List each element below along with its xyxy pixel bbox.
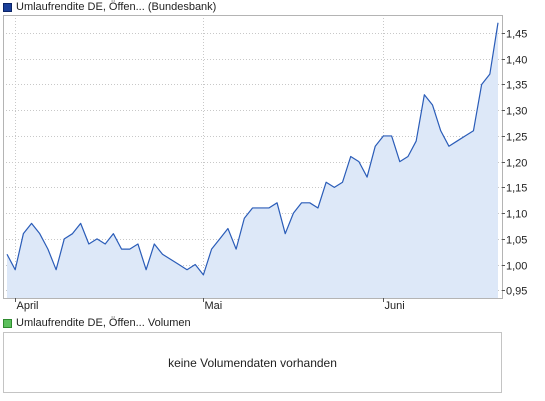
y-tick-label: 1,25 xyxy=(506,132,527,144)
y-tick-label: 1,30 xyxy=(506,106,527,118)
y-tick-label: 0,95 xyxy=(506,286,527,298)
x-tick-label: Mai xyxy=(205,300,223,312)
y-tick-label: 1,00 xyxy=(506,261,527,273)
y-tick-label: 1,20 xyxy=(506,158,527,170)
y-tick-label: 1,05 xyxy=(506,235,527,247)
volume-legend-label: Umlaufrendite DE, Öffen... Volumen xyxy=(16,317,191,329)
volume-empty-message: keine Volumendaten vorhanden xyxy=(168,355,337,370)
price-legend-label: Umlaufrendite DE, Öffen... (Bundesbank) xyxy=(16,1,217,13)
price-line xyxy=(6,22,499,276)
y-tick-label: 1,40 xyxy=(506,55,527,67)
y-tick-label: 1,45 xyxy=(506,29,527,41)
volume-legend-swatch xyxy=(3,318,12,328)
price-chart: 1,45 1,40 1,35 1,30 1,25 1,20 1,15 1,10 1,05 1,00… xyxy=(3,15,527,312)
y-tick-label: 1,15 xyxy=(506,183,527,195)
price-legend-swatch xyxy=(3,2,12,12)
price-area xyxy=(7,22,498,298)
y-axis: 1,45 1,40 1,35 1,30 1,25 1,20 1,15 1,10 1,05 1,00… xyxy=(502,29,527,298)
y-tick-label: 1,10 xyxy=(506,209,527,221)
x-axis: April Mai Juni xyxy=(15,298,405,312)
volume-panel: keine Volumendaten vorhanden xyxy=(3,332,502,393)
x-tick-label: Juni xyxy=(385,300,405,312)
chart-frame xyxy=(3,15,503,299)
volume-legend: Umlaufrendite DE, Öffen... Volumen xyxy=(3,317,191,329)
price-legend: Umlaufrendite DE, Öffen... (Bundesbank) xyxy=(3,1,216,13)
x-tick-label: April xyxy=(17,300,39,312)
y-tick-label: 1,35 xyxy=(506,80,527,92)
